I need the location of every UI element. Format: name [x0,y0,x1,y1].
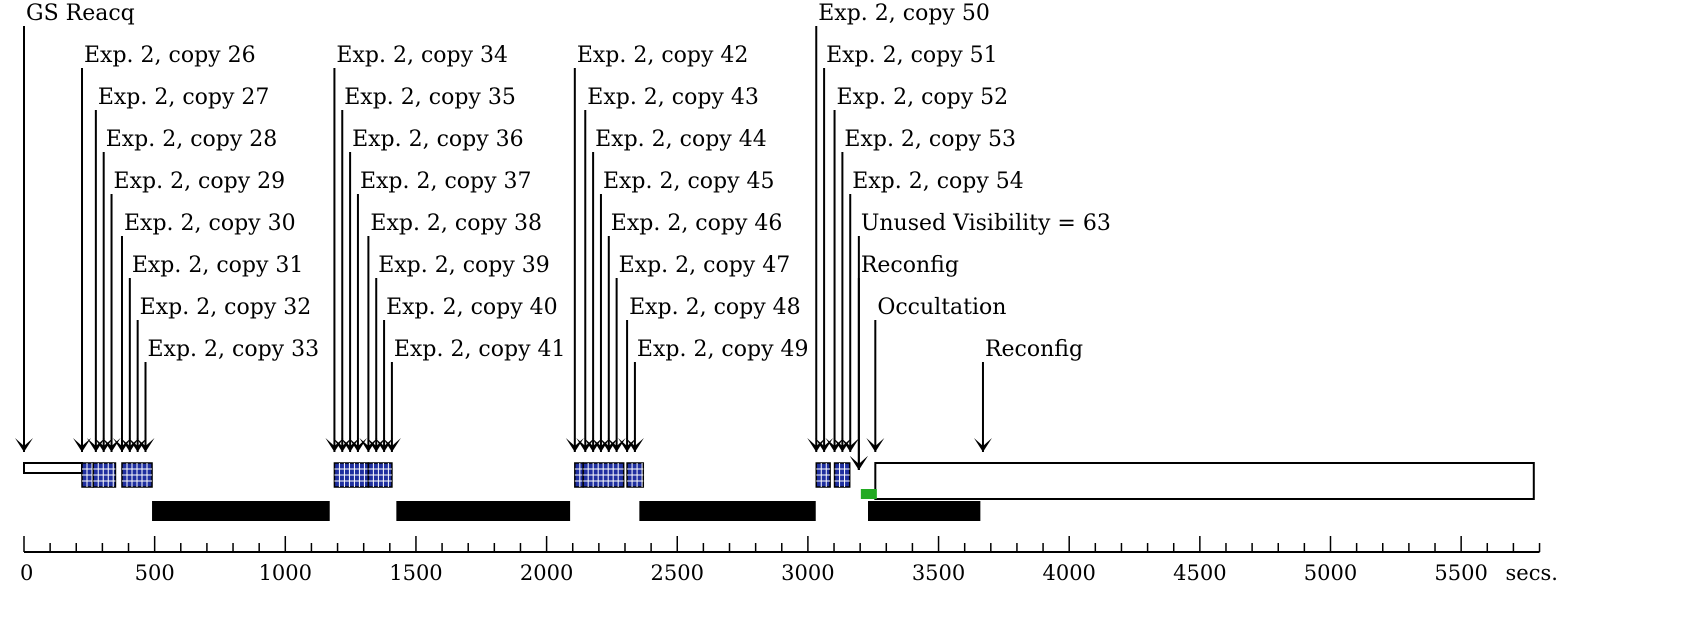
event-label: Exp. 2, copy 47 [619,253,791,278]
event-label: Exp. 2, copy 46 [611,211,783,236]
axis-tick-label: 4500 [1173,561,1226,585]
axis-tick-label: 5000 [1304,561,1357,585]
arrow-head-icon [382,438,401,452]
arrow-head-icon [325,438,344,452]
arrow-head-icon [849,456,868,470]
arrow-head-icon [625,438,644,452]
arrow-head-icon [102,438,121,452]
arrow-head-icon [618,438,637,452]
event-label: Exp. 2, copy 28 [106,127,278,152]
axis-tick-label: 1000 [259,561,312,585]
arrow-head-icon [576,438,595,452]
event-label: Exp. 2, copy 52 [837,85,1009,110]
arrow-head-icon [866,438,885,452]
event-label: GS Reacq [26,1,135,26]
arrow-head-icon [367,438,386,452]
event-label: Exp. 2, copy 41 [394,337,566,362]
event-label: Exp. 2, copy 50 [818,1,990,26]
event-label: Exp. 2, copy 35 [344,85,516,110]
axis-tick-label: 2000 [520,561,573,585]
axis-units-label: secs. [1506,561,1558,585]
occultation-bar [396,501,571,521]
arrow-head-icon [94,438,113,452]
event-label: Exp. 2, copy 34 [336,43,508,68]
event-label: Exp. 2, copy 42 [577,43,749,68]
event-label: Exp. 2, copy 37 [360,169,532,194]
axis-tick-label: 500 [135,561,175,585]
event-label: Exp. 2, copy 27 [98,85,270,110]
axis-tick-label: 1500 [389,561,442,585]
arrow-head-icon [833,438,852,452]
arrow-head-icon [825,438,844,452]
event-label: Exp. 2, copy 32 [140,295,312,320]
event-label: Exp. 2, copy 31 [132,253,304,278]
arrow-head-icon [348,438,367,452]
event-label: Exp. 2, copy 43 [587,85,759,110]
event-label: Exp. 2, copy 30 [124,211,296,236]
event-label: Unused Visibility = 63 [861,211,1111,236]
arrow-head-icon [591,438,610,452]
axis-tick-label: 5500 [1434,561,1487,585]
occultation-bar [867,501,981,521]
arrow-head-icon [584,438,603,452]
axis-tick-label: 4000 [1042,561,1095,585]
event-label: Exp. 2, copy 36 [352,127,524,152]
arrow-head-icon [333,438,352,452]
occultation-bar [639,501,816,521]
axis-tick-label: 3000 [781,561,834,585]
event-label: Exp. 2, copy 51 [826,43,998,68]
axis-tick-label: 0 [20,561,33,585]
arrow-head-icon [136,438,155,452]
event-label: Exp. 2, copy 29 [114,169,286,194]
arrow-head-icon [112,438,131,452]
event-label: Exp. 2, copy 40 [386,295,558,320]
arrow-head-icon [341,438,360,452]
event-markers: GS Reacq Exp. 2, copy 26 Exp. 2, copy 27 Ex… [15,1,1111,470]
event-label: Exp. 2, copy 39 [378,253,550,278]
event-label: Exp. 2, copy 54 [852,169,1024,194]
arrow-head-icon [973,438,992,452]
arrow-head-icon [73,438,92,452]
arrow-head-icon [841,438,860,452]
event-label: Occultation [877,295,1006,320]
event-label: Exp. 2, copy 33 [148,337,320,362]
event-label: Exp. 2, copy 45 [603,169,775,194]
arrow-head-icon [599,438,618,452]
arrow-head-icon [565,438,584,452]
arrow-head-icon [359,438,378,452]
event-label: Reconfig [985,337,1083,362]
arrow-head-icon [128,438,147,452]
arrow-head-icon [120,438,139,452]
event-label: Exp. 2, copy 44 [595,127,767,152]
unused-visibility-box [874,462,1535,500]
arrow-head-icon [815,438,834,452]
event-label: Reconfig [861,253,959,278]
event-label: Exp. 2, copy 38 [370,211,542,236]
event-label: Exp. 2, copy 48 [629,295,801,320]
event-label: Exp. 2, copy 53 [844,127,1016,152]
event-label: Exp. 2, copy 26 [84,43,256,68]
axis-tick-label: 3500 [912,561,965,585]
occultation-bar [152,501,330,521]
timeline-boxes [23,462,1535,500]
arrow-head-icon [375,438,394,452]
arrow-head-icon [807,438,826,452]
arrow-head-icon [15,438,33,452]
reconfig-marker [860,489,877,499]
arrow-head-icon [607,438,626,452]
occultation-bars [152,501,981,521]
axis-tick-label: 2500 [651,561,704,585]
event-label: Exp. 2, copy 49 [637,337,809,362]
arrow-head-icon [86,438,105,452]
time-axis: 0 500 1000 1500 2000 2500 3000 3500 4000 4500 5000… [20,536,1541,585]
gs-reacq-box [23,462,84,474]
